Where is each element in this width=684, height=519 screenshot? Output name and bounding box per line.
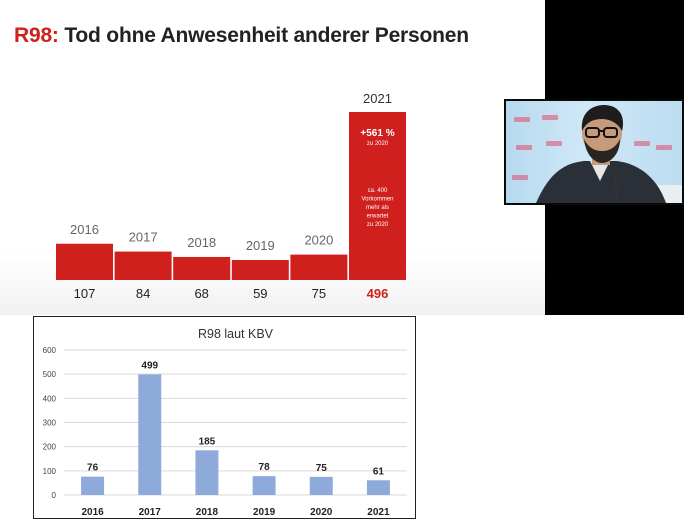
kbv-bar-2021 [366,480,390,495]
kbv-bar-2019 [252,476,276,495]
presentation-slide: R98: Tod ohne Anwesenheit anderer Person… [0,0,545,315]
kbv-bar-chart: R98 laut KBV 0 100 200 300 400 500 600 76 2016 499… [43,327,407,518]
microphone [613,174,619,202]
speaker-face [582,110,622,156]
kbv-xtick-label-2018: 2018 [196,507,219,518]
kbv-ytick-label: 300 [43,419,57,428]
kbv-value-label-2021: 61 [373,466,385,477]
slide-note-line: zu 2020 [367,222,389,228]
speaker-glasses-right [603,127,618,138]
slide-bar-2019 [231,260,289,280]
slide-change-pct: +561 % [360,128,394,139]
slide-value-label-2017: 84 [136,286,150,301]
kbv-xtick-label-2021: 2021 [367,507,390,518]
slide-bar-2021 [349,112,406,280]
slide-note-line: ca. 400 [368,188,388,194]
kbv-xtick-label-2017: 2017 [139,507,162,518]
slide-year-label-2016: 2016 [70,222,99,237]
speaker-glasses-left [585,127,600,138]
slide-change-ref: zu 2020 [367,141,389,147]
slide-year-label-2017: 2017 [129,230,158,245]
kbv-bar-2020 [309,476,333,495]
slide-value-label-2018: 68 [194,286,208,301]
kbv-ytick-label: 400 [43,394,57,403]
slide-year-label-2019: 2019 [246,238,275,253]
slide-bar-chart: 2016 107 2017 84 2018 68 2019 59 2020 75 2021 496 +5… [56,91,406,301]
video-frame [506,101,682,203]
kbv-xtick-label-2016: 2016 [81,507,104,518]
slide-value-label-2016: 107 [74,286,96,301]
slide-bar-2016 [56,243,113,280]
speaker-shirt [590,161,610,181]
kbv-xtick-label-2019: 2019 [253,507,276,518]
speaker-suit [536,161,666,203]
kbv-value-label-2017: 499 [141,360,158,371]
slide-value-label-2020: 75 [312,286,326,301]
slide-year-label-2020: 2020 [304,233,333,248]
kbv-bar-2017 [138,374,162,495]
kbv-value-label-2020: 75 [316,463,328,474]
slide-note-line: mehr als [366,205,389,211]
speaker-beard [584,139,620,163]
slide-value-label-2019: 59 [253,286,267,301]
backdrop-logos [512,115,672,180]
slide-bar-2018 [173,256,231,280]
kbv-chart-panel: R98 laut KBV 0 100 200 300 400 500 600 76 2016 499… [33,316,416,519]
kbv-bar-2016 [81,476,105,495]
slide-bar-2020 [290,254,348,280]
kbv-bar-2018 [195,450,219,495]
kbv-value-label-2016: 76 [87,463,99,474]
slide-bar-2017 [114,251,172,280]
kbv-ytick-label: 500 [43,370,57,379]
speaker-video-feed [504,99,684,205]
slide-title-text: Tod ohne Anwesenheit anderer Personen [58,24,469,47]
kbv-ytick-label: 600 [43,346,57,355]
slide-note-line: erwartet [367,214,389,220]
slide-year-label-2018: 2018 [187,235,216,250]
slide-note-line: Vorkommen [361,197,393,203]
kbv-value-label-2019: 78 [259,462,271,473]
kbv-xtick-label-2020: 2020 [310,507,333,518]
kbv-ytick-label: 100 [43,467,57,476]
slide-year-label-2021: 2021 [363,91,392,106]
kbv-ytick-label: 200 [43,443,57,452]
slide-title-code: R98: [14,24,59,47]
kbv-ytick-label: 0 [52,491,57,500]
slide-title: R98: Tod ohne Anwesenheit anderer Person… [14,24,469,48]
kbv-chart-title: R98 laut KBV [198,327,274,341]
speaker-hair [581,105,624,131]
slide-value-label-2021: 496 [367,286,389,301]
kbv-value-label-2018: 185 [199,436,216,447]
